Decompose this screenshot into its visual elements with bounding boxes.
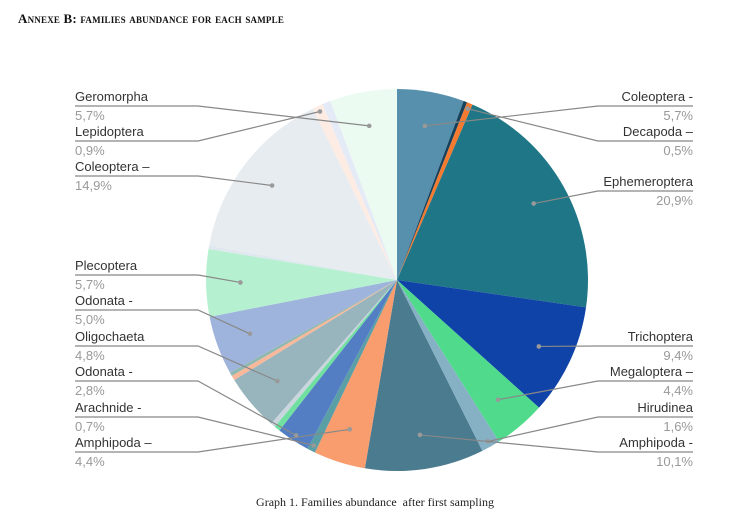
leader-dot <box>531 201 536 206</box>
pie-slice <box>322 101 397 280</box>
pie-slice <box>397 89 464 280</box>
slice-name-label: Arachnide - <box>75 400 141 415</box>
pie-slice <box>397 101 468 280</box>
leader-dot <box>465 106 470 112</box>
pie-slice <box>307 280 397 453</box>
leader-line <box>424 105 693 127</box>
leader-line <box>75 380 297 436</box>
slice-percent-label: 10,1% <box>656 454 693 469</box>
graph-caption: Graph 1. Families abundance after first … <box>256 495 494 509</box>
slice-percent-label: 2,8% <box>75 383 105 398</box>
slice-name-label: Coleoptera – <box>75 159 150 174</box>
pie-slice <box>364 280 483 471</box>
leader-dot <box>347 427 353 432</box>
leader-line <box>75 309 251 335</box>
slice-percent-label: 4,8% <box>75 348 105 363</box>
slice-name-label: Decapoda – <box>623 124 694 139</box>
slice-percent-label: 0,5% <box>663 143 693 158</box>
slice-percent-label: 5,0% <box>75 312 105 327</box>
leader-dot <box>311 443 317 448</box>
leader-line <box>419 434 693 453</box>
pie-slice <box>234 280 397 424</box>
leader-line <box>75 105 370 127</box>
pie-slice <box>230 280 397 376</box>
pie-slice <box>231 280 397 380</box>
slice-name-label: Amphipoda – <box>75 435 152 450</box>
slice-percent-label: 0,7% <box>75 419 105 434</box>
slice-name-label: Megaloptera – <box>610 364 694 379</box>
leader-dot <box>317 109 323 114</box>
pie-slice <box>209 280 397 373</box>
slice-name-label: Hirudinea <box>637 400 693 415</box>
leader-dot <box>269 183 275 188</box>
slice-percent-label: 1,6% <box>663 419 693 434</box>
pie-slice <box>274 280 397 431</box>
leader-line <box>75 274 241 284</box>
leader-line <box>497 380 693 401</box>
leader-line <box>467 108 693 142</box>
pie-slice <box>330 89 397 280</box>
slice-percent-label: 4,4% <box>75 454 105 469</box>
slice-percent-label: 5,7% <box>75 108 105 123</box>
leader-dot <box>536 344 542 349</box>
pie-slice <box>208 245 397 280</box>
leader-dot <box>417 432 423 438</box>
slice-percent-label: 9,4% <box>663 348 693 363</box>
slice-name-label: Coleoptera - <box>621 89 693 104</box>
slice-name-label: Lepidoptera <box>75 124 144 139</box>
pie-slice <box>279 280 397 449</box>
slice-percent-label: 5,7% <box>75 277 105 292</box>
leader-line <box>487 416 693 442</box>
leader-line <box>75 428 350 453</box>
annex-heading: Annexe B: families abundance for each sa… <box>18 11 285 26</box>
leader-dot <box>366 123 372 129</box>
slice-name-label: Plecoptera <box>75 258 138 273</box>
slice-name-label: Geromorpha <box>75 89 149 104</box>
leader-dot <box>422 123 428 129</box>
slice-name-label: Amphipoda - <box>619 435 693 450</box>
slice-name-label: Ephemeroptera <box>603 174 693 189</box>
pie-slice <box>397 280 540 442</box>
leader-dot <box>238 280 243 285</box>
leader-dot <box>275 378 280 384</box>
pie-slice <box>314 280 397 469</box>
pie-slice <box>397 280 587 408</box>
pie-slice <box>397 280 499 451</box>
slice-name-label: Odonata - <box>75 293 133 308</box>
slice-percent-label: 20,9% <box>656 193 693 208</box>
pie-slice <box>206 249 397 317</box>
slice-name-label: Oligochaeta <box>75 329 145 344</box>
leader-dot <box>495 397 501 402</box>
pie-slice <box>209 108 397 280</box>
slice-percent-label: 0,9% <box>75 143 105 158</box>
leader-line <box>533 190 693 205</box>
leader-line <box>75 345 278 382</box>
slice-name-label: Trichoptera <box>628 329 694 344</box>
leader-dot <box>247 331 253 337</box>
leader-line <box>75 175 273 187</box>
slice-name-label: Odonata - <box>75 364 133 379</box>
pie-slice <box>271 280 397 427</box>
leader-line <box>75 110 321 142</box>
slice-percent-label: 5,7% <box>663 108 693 123</box>
pie-slice <box>397 104 588 308</box>
leader-line <box>75 416 314 447</box>
slice-percent-label: 14,9% <box>75 178 112 193</box>
pie-slice <box>312 104 397 280</box>
slice-percent-label: 4,4% <box>663 383 693 398</box>
leader-dot <box>293 433 299 438</box>
pie-slice <box>397 102 473 281</box>
